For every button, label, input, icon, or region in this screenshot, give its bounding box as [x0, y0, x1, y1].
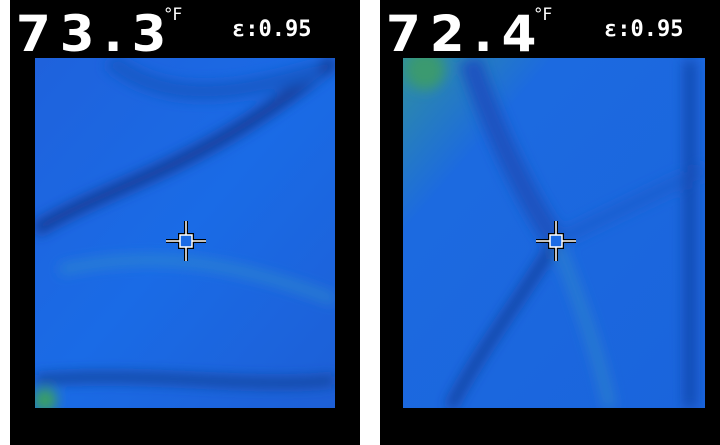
- emissivity: ε:0.95: [604, 17, 683, 42]
- temperature: 73.3: [16, 5, 175, 63]
- unit: °F: [164, 5, 182, 25]
- temperature: 72.4: [386, 5, 545, 63]
- thermal-panel: 73.3 °F ε:0.95: [10, 0, 360, 445]
- screenshot: 73.3 °F ε:0.95 72.4 °F ε:0.95: [0, 0, 720, 445]
- thermal-panel: 72.4 °F ε:0.95: [380, 0, 720, 445]
- unit: °F: [534, 5, 552, 25]
- emissivity: ε:0.95: [232, 17, 311, 42]
